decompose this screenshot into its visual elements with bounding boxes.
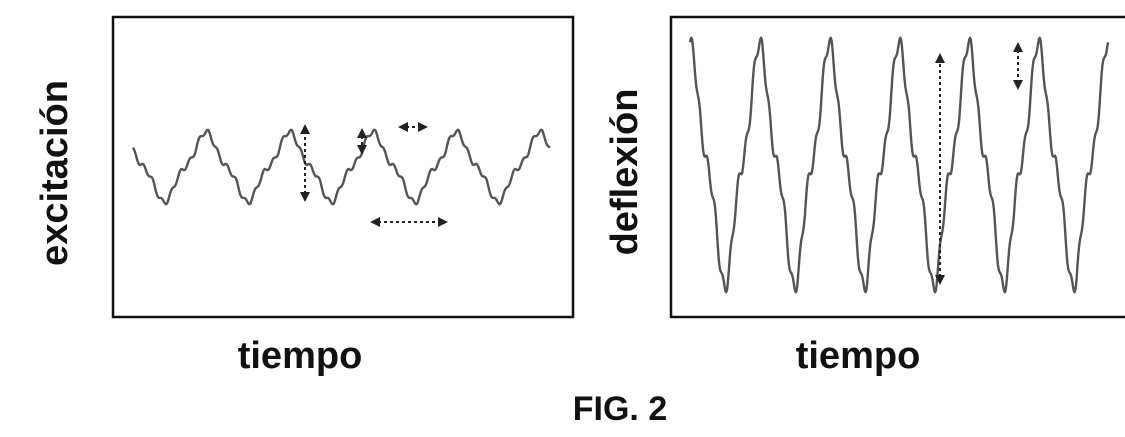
right-deflection-trace <box>690 38 1108 292</box>
left-annotations <box>305 126 446 222</box>
right-ylabel: deflexión <box>604 89 646 256</box>
right-xlabel: tiempo <box>796 335 921 377</box>
left-xlabel: tiempo <box>238 335 363 377</box>
figure-caption: FIG. 2 <box>573 390 667 428</box>
right-panel: deflexión tiempo <box>604 17 1125 377</box>
left-excitation-trace <box>133 130 550 204</box>
left-plot-frame <box>113 17 573 317</box>
left-ylabel: excitación <box>34 80 76 266</box>
left-panel: excitación tiempo <box>34 17 573 377</box>
